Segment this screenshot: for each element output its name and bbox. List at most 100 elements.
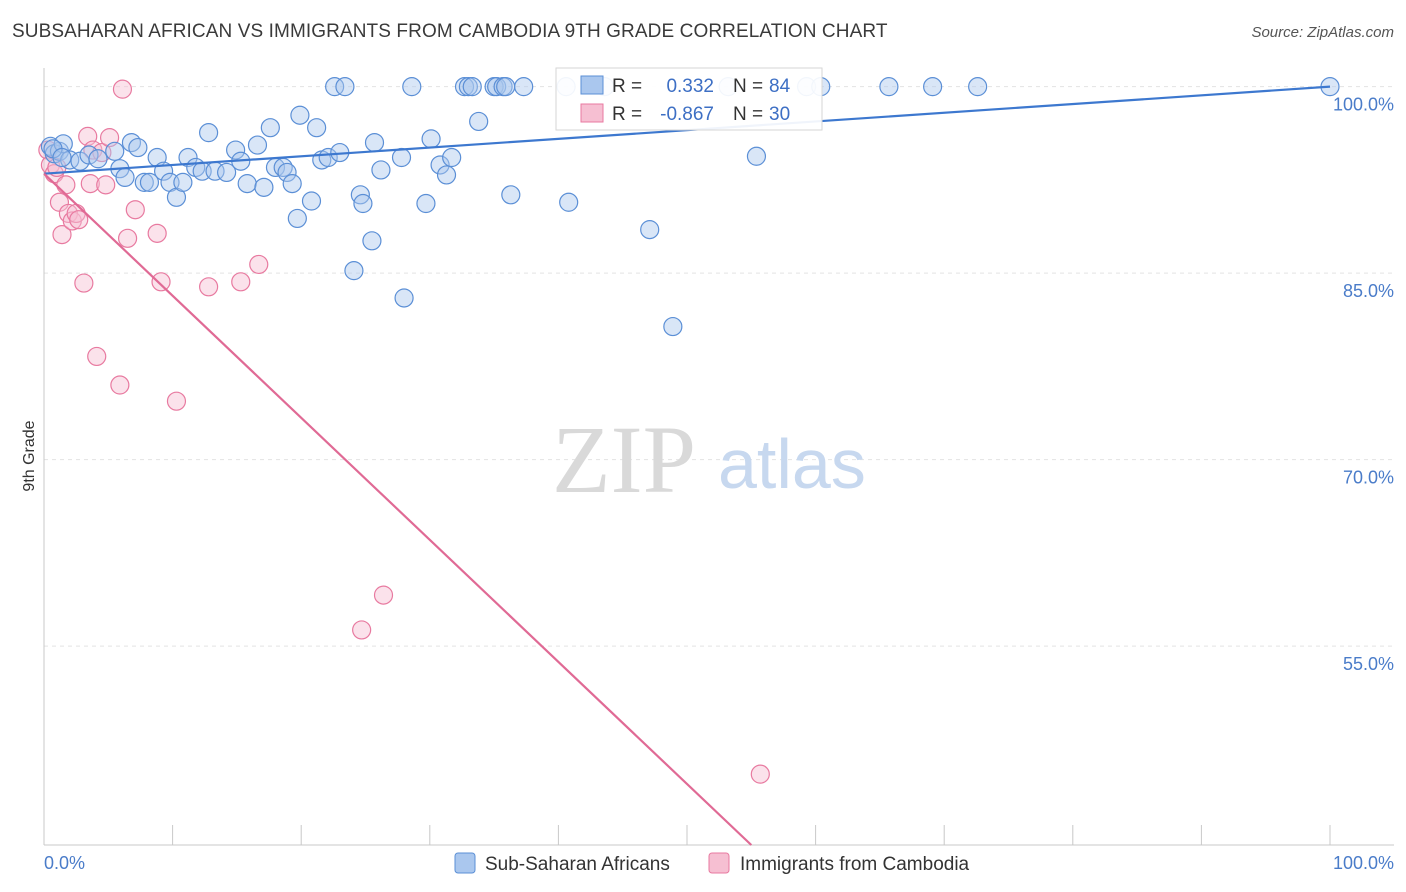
- subsaharan-point: [301, 191, 322, 211]
- stats-swatch-blue: [580, 75, 604, 95]
- chart-source: Source: ZipAtlas.com: [1251, 24, 1394, 41]
- subsaharan-point: [178, 147, 198, 168]
- y-tick-label: 55.0%: [1343, 654, 1394, 674]
- subsaharan-point: [307, 118, 327, 138]
- subsaharan-point: [391, 147, 412, 168]
- subsaharan-point: [128, 137, 148, 158]
- subsaharan-point: [923, 77, 943, 97]
- subsaharan-point: [318, 147, 338, 168]
- cambodia-point: [352, 620, 372, 640]
- y-tick-label: 100.0%: [1333, 95, 1394, 115]
- cambodia-point: [166, 391, 187, 411]
- subsaharan-point: [394, 288, 414, 308]
- cambodia-point: [87, 346, 107, 367]
- cambodia-point: [110, 375, 130, 395]
- subsaharan-point: [247, 135, 268, 155]
- stats-pink-r-value: -0.867: [660, 104, 714, 125]
- subsaharan-point: [496, 77, 516, 97]
- series-subsaharan-points: [40, 77, 1340, 337]
- legend: Sub-Saharan Africans Immigrants from Cam…: [454, 852, 970, 875]
- subsaharan-point: [462, 77, 482, 97]
- legend-swatch-pink: [708, 852, 730, 874]
- cambodia-point: [199, 277, 219, 297]
- subsaharan-point: [371, 160, 391, 180]
- legend-swatch-blue: [454, 852, 476, 874]
- subsaharan-point: [105, 141, 125, 161]
- subsaharan-point: [325, 77, 345, 97]
- stats-blue-n-label: N =: [733, 76, 763, 97]
- cambodia-point: [231, 272, 251, 292]
- subsaharan-point: [402, 77, 422, 97]
- cambodia-point: [96, 175, 116, 195]
- subsaharan-point: [52, 147, 72, 168]
- subsaharan-point: [663, 316, 683, 337]
- x-tick-label-max: 100.0%: [1333, 853, 1394, 873]
- y-tick-label: 85.0%: [1343, 281, 1394, 301]
- subsaharan-point: [469, 111, 489, 132]
- chart-title: SUBSAHARAN AFRICAN VS IMMIGRANTS FROM CA…: [12, 21, 888, 42]
- subsaharan-point: [879, 77, 899, 97]
- y-tick-label: 70.0%: [1343, 468, 1394, 488]
- subsaharan-point: [430, 155, 450, 175]
- cambodia-point: [147, 223, 167, 243]
- subsaharan-point: [746, 146, 767, 166]
- cambodia-point: [56, 175, 76, 195]
- subsaharan-point: [640, 220, 660, 240]
- stats-blue-r-label: R =: [612, 76, 642, 97]
- subsaharan-point: [344, 261, 364, 281]
- subsaharan-point: [416, 193, 436, 214]
- subsaharan-point: [217, 162, 237, 183]
- subsaharan-point: [139, 172, 160, 192]
- cambodia-point: [52, 224, 72, 245]
- trend-line-cambodia: [43, 172, 753, 846]
- subsaharan-point: [88, 149, 108, 169]
- cambodia-point: [373, 585, 394, 605]
- y-axis-label: 9th Grade: [21, 420, 38, 491]
- subsaharan-point: [260, 118, 280, 138]
- subsaharan-point: [362, 231, 382, 251]
- cambodia-point: [249, 254, 269, 275]
- cambodia-point: [74, 273, 94, 293]
- cambodia-point: [117, 228, 138, 248]
- axes: [43, 68, 1394, 846]
- x-tick-label-min: 0.0%: [44, 853, 85, 873]
- stats-swatch-pink: [580, 103, 604, 123]
- subsaharan-point: [53, 134, 73, 154]
- legend-label-subsaharan: Sub-Saharan Africans: [485, 854, 670, 875]
- legend-label-cambodia: Immigrants from Cambodia: [740, 854, 970, 875]
- stats-box: R = 0.332 N = 84 R = -0.867 N = 30: [555, 67, 823, 131]
- stats-blue-r-value: 0.332: [666, 76, 714, 97]
- stats-pink-n-value: 30: [769, 104, 790, 125]
- cambodia-point: [125, 200, 145, 220]
- subsaharan-point: [514, 77, 534, 97]
- subsaharan-point: [353, 193, 373, 214]
- subsaharan-point: [335, 77, 355, 97]
- subsaharan-point: [60, 150, 80, 170]
- cambodia-point: [69, 210, 89, 230]
- stats-pink-n-label: N =: [733, 104, 763, 125]
- y-tick-labels: 100.0% 85.0% 70.0% 55.0%: [1333, 95, 1394, 674]
- subsaharan-point: [442, 147, 462, 168]
- subsaharan-point: [436, 165, 457, 185]
- subsaharan-point: [121, 132, 142, 153]
- cambodia-point: [80, 174, 100, 194]
- subsaharan-point: [226, 140, 246, 160]
- x-ticks: [43, 825, 1331, 845]
- cambodia-point: [112, 79, 133, 99]
- subsaharan-point: [968, 77, 988, 97]
- watermark-zip: ZIP: [552, 406, 696, 513]
- subsaharan-point: [421, 129, 441, 149]
- subsaharan-point: [290, 105, 310, 125]
- subsaharan-point: [237, 174, 257, 194]
- subsaharan-point: [173, 172, 193, 192]
- subsaharan-point: [277, 162, 297, 183]
- watermark: ZIP atlas: [552, 406, 866, 513]
- subsaharan-point: [364, 132, 385, 153]
- subsaharan-point: [115, 167, 135, 188]
- cambodia-point: [151, 272, 171, 292]
- subsaharan-point: [282, 174, 302, 194]
- stats-blue-n-value: 84: [769, 76, 791, 97]
- subsaharan-point: [287, 208, 307, 229]
- subsaharan-point: [134, 172, 154, 192]
